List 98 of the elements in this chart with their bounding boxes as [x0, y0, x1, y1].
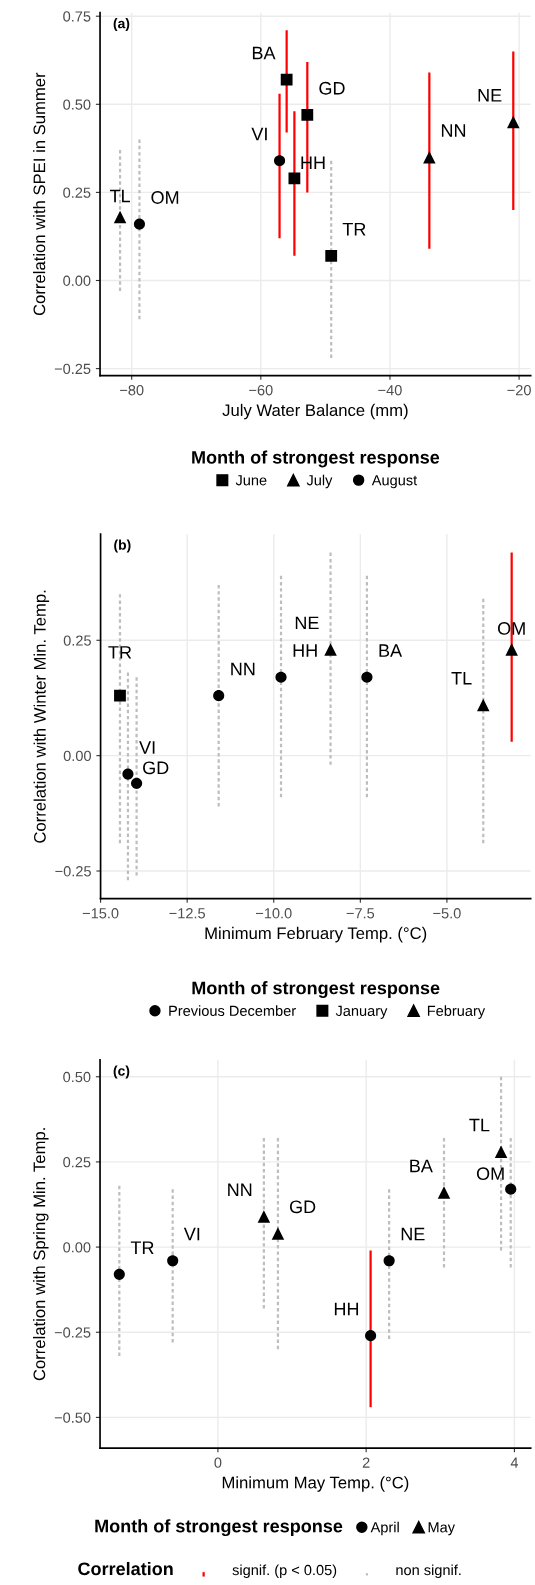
x-tick-label: −7.5 — [346, 908, 375, 919]
legend-label: April — [370, 1521, 399, 1536]
annotation: BA — [252, 46, 276, 60]
annotation: NE — [295, 616, 319, 630]
annotation: NN — [228, 1183, 252, 1197]
y-tick-label: −0.25 — [54, 363, 91, 375]
chart-title: (c) — [113, 1065, 130, 1079]
annotation: TL — [469, 1118, 490, 1132]
annotation: HH — [293, 644, 317, 657]
point — [505, 643, 518, 656]
x-tick-label: −60 — [249, 385, 273, 396]
legend-title: Month of strongest response — [192, 450, 440, 468]
y-tick-label: −0.50 — [54, 1412, 91, 1423]
x-axis-title: July Water Balance (mm) — [222, 403, 408, 420]
x-tick-label: −80 — [120, 385, 144, 396]
point — [273, 155, 286, 167]
point — [213, 690, 225, 702]
legend-label: Previous December — [169, 1005, 296, 1016]
point — [271, 1227, 285, 1240]
annotation: VI — [251, 127, 267, 141]
y-tick-label: 0.75 — [63, 11, 91, 22]
point — [437, 1186, 451, 1199]
y-axis-title: Correlation with SPEI in Summer — [33, 72, 46, 316]
point — [383, 1255, 395, 1267]
legend-title: Month of strongest response — [192, 981, 440, 998]
point — [301, 108, 314, 121]
point — [477, 698, 490, 712]
annotation: BA — [379, 644, 403, 657]
annotation: OM — [151, 191, 179, 204]
point — [113, 1268, 125, 1280]
y-tick-label: 0.50 — [63, 99, 91, 110]
annotation: BA — [410, 1159, 433, 1173]
text: Correlation — [78, 1561, 173, 1576]
point — [365, 1330, 377, 1342]
x-tick-label: 2 — [362, 1457, 370, 1468]
annotation: TR — [342, 223, 366, 236]
y-tick-label: 0.25 — [63, 187, 91, 198]
x-tick-label: −20 — [507, 385, 531, 396]
point — [113, 210, 127, 224]
legend-label: June — [235, 475, 267, 486]
point — [167, 1255, 179, 1267]
annotation: GD — [319, 81, 345, 95]
annotation: TR — [130, 1241, 154, 1254]
annotation: TL — [109, 189, 130, 203]
y-tick-label: −0.25 — [54, 1327, 91, 1338]
legend-label: February — [427, 1005, 486, 1019]
x-tick-label: −15.0 — [82, 908, 119, 919]
point — [325, 249, 338, 262]
annotation: VI — [183, 1227, 200, 1241]
annotation: GD — [143, 761, 169, 775]
annotation: VI — [139, 741, 155, 754]
legend-label: signif. (p < 0.05) — [232, 1564, 337, 1579]
x-tick-label: 0 — [214, 1457, 222, 1468]
point — [133, 218, 145, 230]
x-tick-label: −12.5 — [169, 908, 205, 919]
x-axis-title: Minimum May Temp. (°C) — [222, 1476, 409, 1492]
y-tick-label: 0.25 — [63, 1157, 91, 1168]
legend-label: August — [371, 475, 418, 489]
annotation: NN — [441, 124, 466, 137]
annotation: OM — [476, 1167, 504, 1181]
point — [114, 689, 126, 702]
y-tick-label: 0.00 — [63, 275, 91, 286]
point — [505, 1183, 517, 1195]
annotation: NN — [231, 662, 255, 676]
y-tick-label: 0.00 — [63, 1242, 91, 1253]
y-tick-label: 0.50 — [63, 1071, 91, 1083]
x-axis-title: Minimum February Temp. (°C) — [205, 926, 427, 943]
x-tick-label: −40 — [378, 385, 402, 396]
annotation: HH — [334, 1302, 359, 1316]
y-axis-title: Correlation with Spring Min. Temp. — [33, 1128, 49, 1381]
legend-label: May — [428, 1522, 455, 1536]
legend-title: Month of strongest response — [95, 1519, 343, 1537]
point — [280, 73, 293, 86]
x-tick-label: −10.0 — [256, 908, 292, 919]
point — [257, 1210, 271, 1223]
y-tick-label: −0.25 — [55, 866, 91, 877]
annotation: GD — [289, 1200, 316, 1214]
point — [423, 150, 436, 164]
y-axis-title: Correlation with Winter Min. Temp. — [33, 590, 50, 843]
annotation: NE — [401, 1227, 425, 1241]
point — [122, 768, 134, 780]
point — [494, 1145, 508, 1158]
point — [131, 777, 143, 789]
legend-label: January — [335, 1005, 388, 1019]
point — [288, 172, 301, 185]
x-tick-label: 4 — [510, 1457, 519, 1468]
annotation: TR — [108, 646, 132, 659]
legend-label: non signif. — [396, 1564, 461, 1579]
x-tick-label: −5.0 — [433, 908, 461, 919]
chart-title: (a) — [113, 18, 130, 32]
point — [507, 115, 520, 129]
point — [324, 643, 337, 656]
y-tick-label: 0.00 — [63, 750, 91, 762]
chart-title: (b) — [114, 539, 131, 553]
y-tick-label: 0.25 — [63, 635, 91, 646]
annotation: TL — [451, 672, 472, 685]
legend-label: July — [306, 474, 333, 489]
annotation: NE — [478, 89, 502, 102]
